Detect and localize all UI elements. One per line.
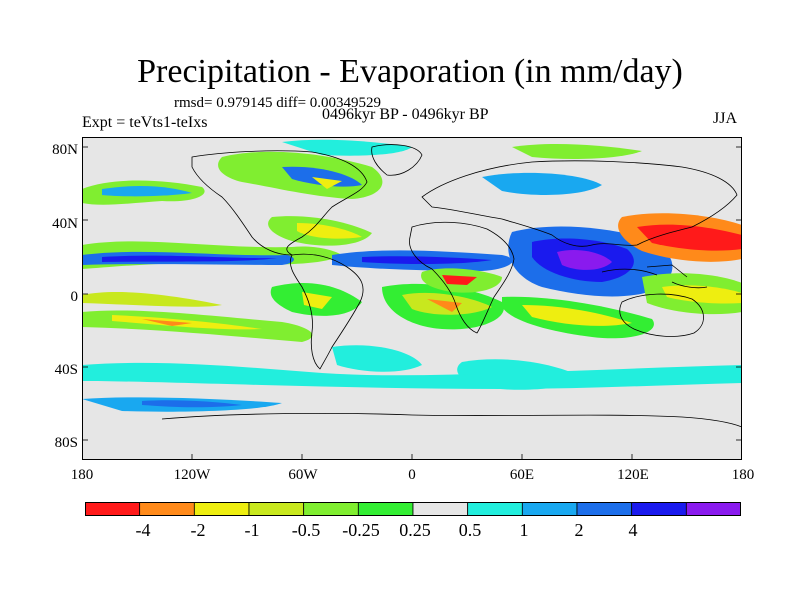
experiment-label: Expt = teVts1-teIxs (82, 114, 208, 131)
map-frame (82, 137, 742, 460)
antarctica-coast (161, 412, 742, 428)
australia-coast (619, 293, 704, 337)
colorbar (85, 502, 741, 516)
lon-label-180e: 180 (731, 467, 755, 483)
stats-line: rmsd= 0.979145 diff= 0.00349529 (174, 95, 382, 111)
africa-coast (409, 221, 515, 334)
lat-label-40n: 40N (52, 216, 78, 232)
lon-label-60w: 60W (288, 467, 318, 483)
colorbar-label: 0.5 (458, 520, 482, 540)
colorbar-box (467, 502, 523, 516)
colorbar-box (193, 502, 250, 516)
colorbar-label: -4 (135, 520, 151, 540)
period-label: 0496kyr BP - 0496kyr BP (322, 106, 489, 123)
colorbar-label: 2 (574, 520, 584, 540)
lat-label-0: 0 (70, 289, 79, 305)
lat-label-80n: 80N (52, 142, 78, 158)
colorbar-box (521, 502, 578, 516)
colorbar-box (139, 502, 195, 516)
lon-label-120w: 120W (173, 467, 211, 483)
colorbar-label: -1 (244, 520, 260, 540)
colorbar-box (248, 502, 305, 516)
greenland-coast (371, 144, 423, 176)
lat-label-40s: 40S (54, 362, 78, 378)
lon-label-120e: 120E (617, 467, 649, 483)
pme-map (82, 137, 742, 460)
colorbar-box (685, 502, 741, 516)
north-america-coast (191, 150, 368, 256)
lon-label-0: 0 (408, 467, 416, 483)
contour-fields (82, 139, 742, 412)
colorbar-label: 4 (628, 520, 638, 540)
colorbar-label: 0.25 (399, 520, 431, 540)
season-label: JJA (713, 110, 738, 127)
colorbar-box (631, 502, 687, 516)
coastlines (161, 144, 742, 428)
maritime-coast (601, 264, 708, 289)
plot-title: Precipitation - Evaporation (in mm/day) (137, 53, 683, 90)
south-america-coast (289, 253, 364, 370)
lon-label-180w: 180 (70, 467, 94, 483)
colorbar-label: 1 (519, 520, 529, 540)
eurasia-coast (421, 160, 738, 247)
colorbar-label: -0.5 (291, 520, 321, 540)
lon-label-60e: 60E (509, 467, 535, 483)
colorbar-label: -2 (190, 520, 206, 540)
colorbar-box (85, 502, 141, 516)
colorbar-box (576, 502, 633, 516)
lat-label-80s: 80S (54, 435, 78, 451)
colorbar-box (303, 502, 359, 516)
colorbar-box (357, 502, 414, 516)
colorbar-box (412, 502, 469, 516)
colorbar-label: -0.25 (342, 520, 380, 540)
